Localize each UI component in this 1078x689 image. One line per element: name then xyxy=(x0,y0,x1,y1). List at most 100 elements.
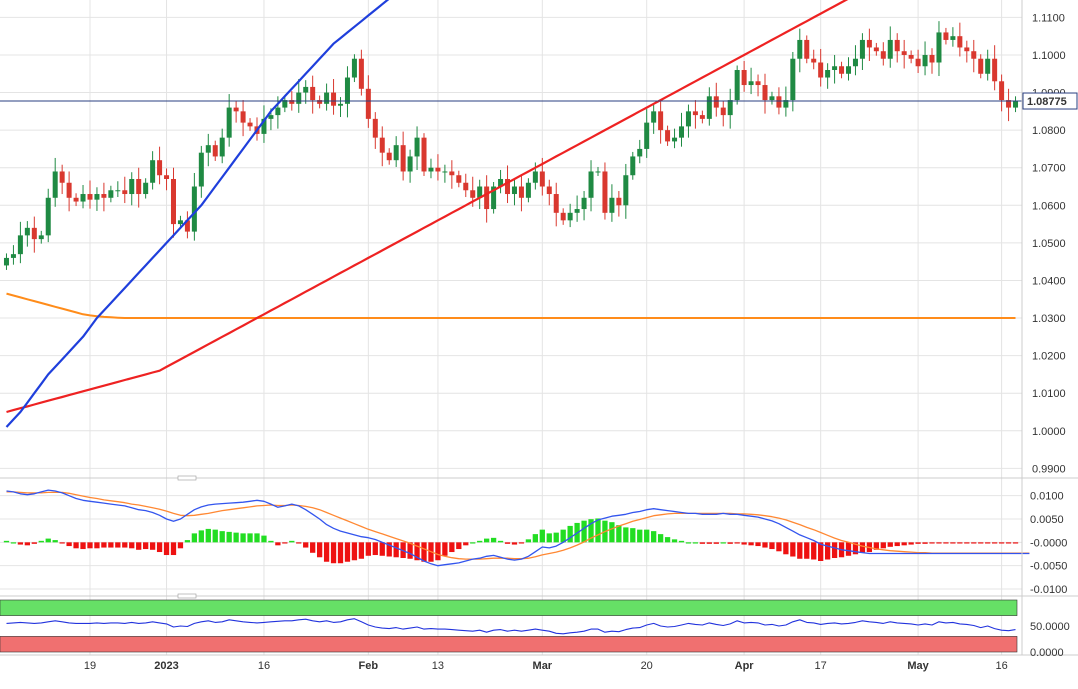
rsi-panel xyxy=(0,599,1018,653)
macd-histogram-bar xyxy=(894,542,900,547)
macd-histogram-bar xyxy=(59,542,65,544)
candle-body xyxy=(261,118,267,134)
candle-body xyxy=(1006,100,1012,108)
macd-histogram-bar xyxy=(616,525,622,543)
candle-body xyxy=(136,178,142,195)
candle-body xyxy=(94,194,100,200)
candle-body xyxy=(191,186,197,232)
candle-body xyxy=(992,58,998,82)
candle-body xyxy=(505,178,511,195)
macd-histogram-bar xyxy=(901,542,907,546)
macd-histogram-bar xyxy=(887,542,893,547)
candle-body xyxy=(157,160,163,176)
candle-body xyxy=(692,111,698,116)
price-tick-label: 1.0000 xyxy=(1032,426,1066,438)
candle-body xyxy=(351,58,357,78)
macd-histogram-bar xyxy=(219,531,225,543)
macd-histogram-bar xyxy=(950,542,956,544)
macd-histogram-bar xyxy=(915,542,921,544)
candle-body xyxy=(358,58,364,89)
macd-histogram-bar xyxy=(985,542,991,544)
macd-tick-label: -0.0100 xyxy=(1030,584,1067,596)
rsi-tick-label: 0.0000 xyxy=(1030,647,1064,659)
candle-body xyxy=(825,70,831,78)
macd-histogram-bar xyxy=(477,540,483,543)
macd-histogram-bar xyxy=(289,540,295,543)
macd-histogram-bar xyxy=(52,540,58,543)
macd-histogram-bar xyxy=(240,533,246,543)
macd-histogram-bar xyxy=(497,540,504,543)
macd-histogram-bar xyxy=(630,528,636,543)
macd-histogram-bar xyxy=(254,533,260,543)
macd-histogram-bar xyxy=(804,542,810,559)
candle-body xyxy=(45,197,51,236)
candle-body xyxy=(915,58,921,67)
macd-histogram-bar xyxy=(351,542,358,561)
macd-histogram-bar xyxy=(163,542,170,556)
macd-histogram-bar xyxy=(205,528,211,543)
candle-body xyxy=(769,96,775,101)
candle-body xyxy=(685,111,691,127)
candle-body xyxy=(296,92,302,104)
macd-histogram-bar xyxy=(66,542,72,547)
candle-body xyxy=(623,175,629,206)
price-tick-label: 1.0500 xyxy=(1032,238,1066,250)
candle-body xyxy=(268,115,274,119)
candle-body xyxy=(282,100,288,108)
candle-body xyxy=(324,92,330,104)
candle-body xyxy=(24,227,30,236)
candle-body xyxy=(651,111,657,123)
candle-body xyxy=(289,100,295,104)
candle-body xyxy=(720,107,726,116)
candle-body xyxy=(818,62,824,78)
macd-histogram-bar xyxy=(964,542,970,544)
macd-histogram-bar xyxy=(45,538,51,543)
candle-body xyxy=(198,152,204,187)
macd-histogram-bar xyxy=(483,538,490,543)
candle-body xyxy=(317,100,323,104)
price-tick-label: 1.0200 xyxy=(1032,351,1066,363)
candle-body xyxy=(672,137,678,142)
macd-histogram-bar xyxy=(623,527,629,543)
candle-body xyxy=(73,197,79,202)
candle-body xyxy=(852,58,858,67)
sma-fast-line xyxy=(5,0,390,428)
candle-body xyxy=(943,32,949,40)
macd-histogram-bar xyxy=(567,525,573,543)
candle-body xyxy=(748,81,754,86)
candle-body xyxy=(553,194,559,213)
macd-histogram-bar xyxy=(783,542,789,555)
macd-histogram-bar xyxy=(470,542,476,544)
macd-histogram-bar xyxy=(323,542,330,562)
macd-histogram-bar xyxy=(31,542,37,544)
macd-histogram-bar xyxy=(546,533,552,543)
x-tick-label: Apr xyxy=(735,660,755,672)
candle-body xyxy=(435,167,441,172)
macd-histogram-bar xyxy=(971,542,977,544)
candle-body xyxy=(755,81,761,86)
macd-histogram-bar xyxy=(365,542,371,556)
macd-signal-line xyxy=(6,491,1030,560)
macd-histogram-bar xyxy=(247,533,253,543)
price-tick-label: 1.0600 xyxy=(1032,200,1066,212)
candle-body xyxy=(637,148,643,157)
candle-body xyxy=(275,107,281,116)
candle-body xyxy=(344,77,350,104)
candle-body xyxy=(226,107,232,138)
candle-body xyxy=(999,81,1005,101)
candle-body xyxy=(616,197,622,206)
x-tick-label: Mar xyxy=(533,660,553,672)
macd-histogram-bar xyxy=(748,542,754,546)
panel-resize-handle xyxy=(177,593,197,599)
candle-body xyxy=(797,39,803,59)
macd-histogram-bar xyxy=(713,542,719,544)
candle-body xyxy=(17,235,23,255)
macd-histogram-bar xyxy=(490,537,497,543)
macd-histogram-bar xyxy=(525,539,532,543)
candle-body xyxy=(184,220,190,232)
candle-body xyxy=(372,118,378,138)
macd-histogram-bar xyxy=(511,542,518,545)
candle-body xyxy=(741,70,747,86)
